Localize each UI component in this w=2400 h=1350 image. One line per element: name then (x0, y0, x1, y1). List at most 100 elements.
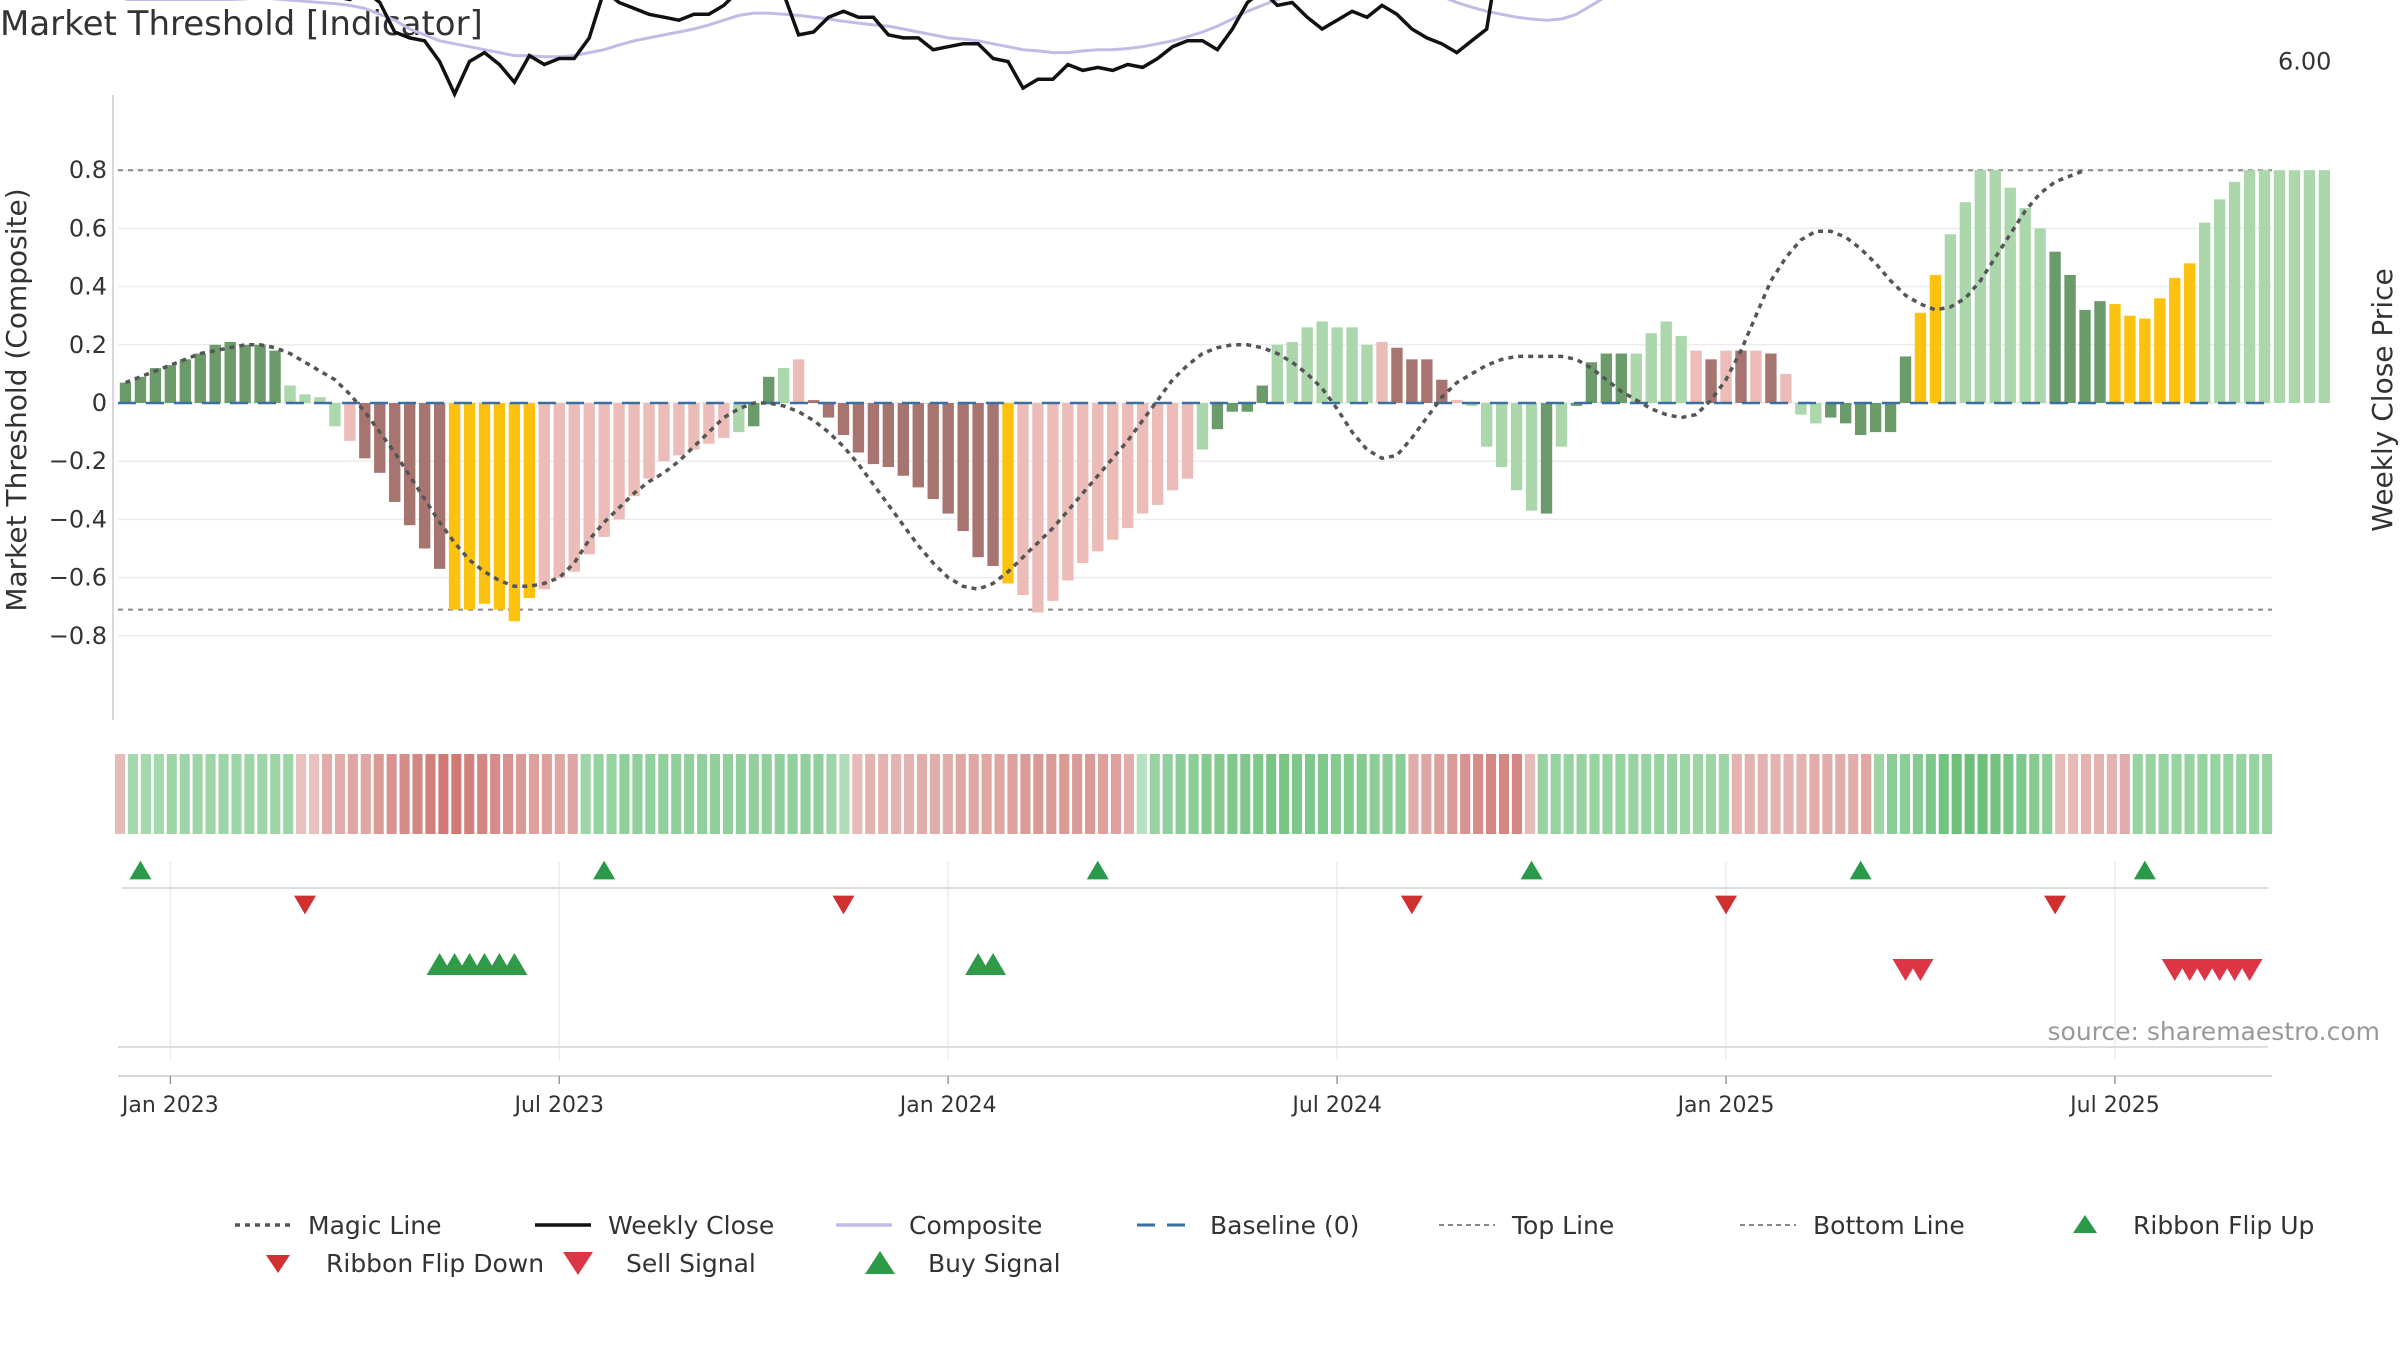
ribbon-cell (852, 754, 863, 834)
ribbon-flip-up-marker (2133, 860, 2156, 880)
ribbon-cell (839, 754, 850, 834)
ribbon-cell (1097, 754, 1109, 834)
composite-bar (404, 403, 416, 526)
composite-bar (1196, 403, 1209, 450)
composite-bar (1421, 359, 1433, 403)
ribbon-flip-up-marker (129, 860, 152, 880)
composite-bar (1929, 274, 1942, 403)
composite-bar (1466, 403, 1478, 406)
composite-bar (1810, 403, 1822, 424)
y-axis-right: 6.008.0010.0012.0014.00 (2278, 48, 2331, 76)
y-tick-label: 0.2 (69, 331, 107, 359)
composite-bar (1271, 344, 1283, 403)
composite-bar (2079, 309, 2091, 403)
composite-bar (1047, 403, 1059, 601)
ribbon-cell (270, 754, 281, 834)
ribbon-cell (697, 754, 708, 834)
y-tick-label: 0 (92, 389, 107, 417)
sell-signal-marker (2236, 958, 2263, 982)
ribbon-cell (606, 754, 617, 834)
composite-bar (119, 382, 132, 403)
ribbon-cell (2093, 754, 2105, 834)
composite-bar (583, 403, 595, 555)
legend-label: Buy Signal (928, 1249, 1061, 1278)
ribbon-cell (464, 754, 475, 834)
ribbon-cell (1214, 754, 1225, 834)
legend-swatch (266, 1255, 290, 1273)
composite-bar (1107, 403, 1119, 540)
ribbon-cell (735, 754, 746, 834)
ribbon-cell (865, 754, 876, 834)
composite-bar (2228, 181, 2241, 403)
ribbon-cell (1460, 754, 1471, 834)
composite-bar (2154, 298, 2166, 403)
composite-bar (1585, 362, 1598, 403)
ribbon-cell (1020, 754, 1031, 834)
composite-bar (912, 403, 924, 488)
ribbon-cell (1938, 754, 1949, 834)
composite-bar (2064, 274, 2076, 403)
ribbon-cell (515, 754, 527, 834)
ribbon-cell (1292, 754, 1303, 834)
composite-bar (1989, 170, 2001, 403)
composite-bar (613, 403, 625, 520)
ribbon-cell (632, 754, 643, 834)
x-tick-label: Jan 2024 (898, 1093, 997, 1118)
ribbon-cell (1447, 754, 1458, 834)
ribbon-cell (1395, 754, 1406, 834)
ribbon-cell (1123, 754, 1134, 834)
ribbon-cell (1162, 754, 1173, 834)
composite-bar (284, 385, 296, 403)
ribbon-cell (554, 754, 565, 834)
ribbon-cell (1835, 754, 1846, 834)
ribbon-cell (1421, 754, 1432, 834)
ribbon-cell (1951, 754, 1962, 834)
ribbon-cell (1886, 754, 1898, 834)
legend-label: Ribbon Flip Up (2133, 1211, 2314, 1240)
ribbon-cell (1822, 754, 1833, 834)
composite-bar (1017, 403, 1029, 596)
composite-bar (179, 359, 191, 403)
ribbon-cell (127, 754, 139, 834)
composite-bar (1750, 350, 1762, 403)
ribbon-cell (955, 754, 966, 834)
composite-bar (1570, 403, 1583, 406)
ribbon-cell (2080, 754, 2092, 834)
legend-item: Weekly Close (535, 1211, 774, 1240)
composite-bar (389, 403, 401, 502)
composite-bar (1510, 403, 1523, 491)
composite-bar (1525, 403, 1538, 511)
legend-item: Composite (836, 1211, 1042, 1240)
composite-bar (224, 341, 236, 403)
composite-bar (2318, 170, 2331, 403)
composite-bar (1301, 327, 1313, 403)
ribbon-flip-up-marker (1849, 860, 1872, 880)
ribbon-cell (1201, 754, 1212, 834)
ribbon-cell (490, 754, 501, 834)
ribbon-cell (179, 754, 190, 834)
ribbon-cell (2236, 754, 2247, 834)
composite-bar (1226, 403, 1239, 412)
ribbon-flip-up-marker (593, 860, 616, 880)
y-tick-label: −0.8 (49, 622, 107, 650)
composite-bar (1286, 341, 1298, 403)
y2-axis-label: Weekly Close Price (2366, 268, 2399, 531)
composite-bar (239, 344, 251, 403)
legend-label: Weekly Close (608, 1211, 774, 1240)
composite-bar (1630, 353, 1642, 403)
composite-bar (2139, 318, 2151, 403)
composite-bar (673, 403, 685, 456)
ribbon-cell (1641, 754, 1652, 834)
ribbon-cell (1369, 754, 1380, 834)
composite-bar (1166, 403, 1179, 491)
ribbon-cell (684, 754, 695, 834)
y-tick-label: 0.4 (69, 273, 107, 301)
ribbon-flip-down-marker (1400, 895, 1423, 915)
composite-bar (478, 403, 491, 604)
buy-signal-marker (980, 952, 1007, 976)
legend-item: Bottom Line (1740, 1211, 1965, 1240)
composite-bar (852, 403, 865, 453)
ribbon-cell (2197, 754, 2208, 834)
composite-bar (1615, 353, 1627, 403)
